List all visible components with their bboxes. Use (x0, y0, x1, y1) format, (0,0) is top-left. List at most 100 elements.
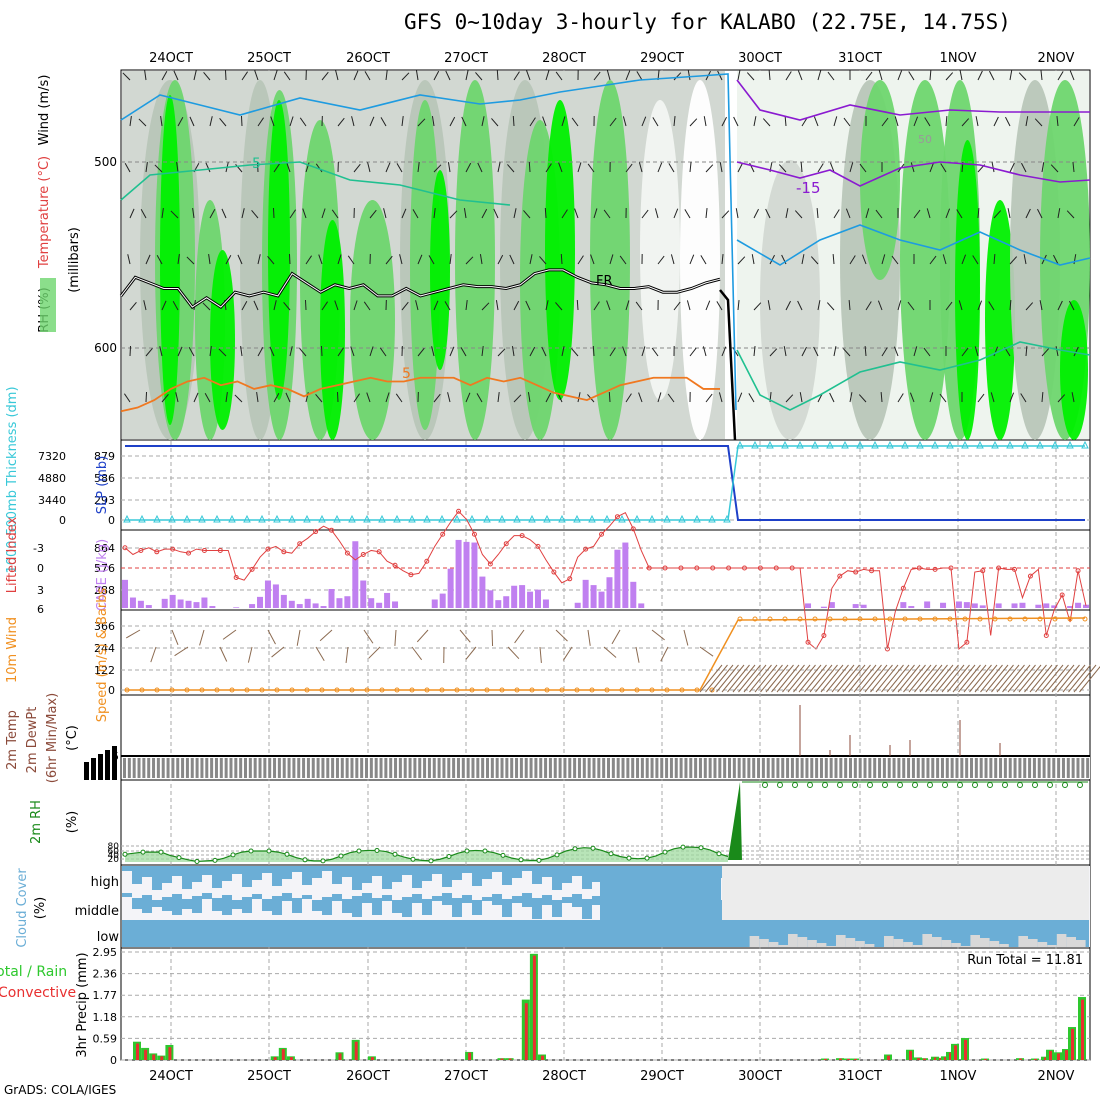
cloud-low-block (272, 920, 282, 947)
precip-convective-bar (533, 956, 536, 1060)
temp-bar (404, 758, 407, 778)
rh-fill-region (545, 100, 575, 400)
cloud-high-block (492, 866, 502, 872)
date-label-top: 26OCT (346, 51, 390, 66)
thickness-point (1067, 442, 1073, 448)
cloud-low-gap (826, 946, 836, 947)
date-label-bottom: 25OCT (247, 1069, 291, 1084)
temp-bar (549, 758, 552, 778)
temp-bar (563, 758, 566, 778)
temp-bar (447, 758, 450, 778)
cloud-low-gap (951, 943, 961, 947)
temp-bar (128, 758, 131, 778)
slp-tick-label: 0 (108, 514, 115, 527)
temp-bar (1004, 758, 1007, 778)
cloud-low-block (402, 920, 412, 947)
temp-bar (970, 758, 973, 778)
thickness-point (887, 442, 893, 448)
thickness-point (947, 442, 953, 448)
thickness-point (199, 516, 205, 522)
cloud-mid-block (192, 896, 202, 913)
rh2m-point (249, 849, 253, 853)
temp-bar (820, 758, 823, 778)
wind-barb (1025, 665, 1047, 692)
cloud-low-gap (1038, 942, 1048, 947)
precip-tick-label: 2.95 (93, 946, 118, 959)
cape-bar (861, 605, 867, 608)
cloud-low-block (412, 920, 422, 947)
rh2m-axis-label: 2m RH (29, 800, 44, 844)
wind-barb (1036, 665, 1058, 692)
wind-barb (761, 665, 783, 692)
cloud-low-gap (817, 943, 827, 947)
pressure-tick-label: 600 (94, 341, 117, 355)
temp-bar (1018, 758, 1021, 778)
temp-bar (157, 758, 160, 778)
wind-barb (513, 116, 514, 126)
temp-bar (239, 758, 242, 778)
wind-barb (412, 647, 422, 660)
wind-barb (460, 630, 470, 642)
temp-bar (481, 758, 484, 778)
rh2m-point (123, 852, 127, 856)
cloud-low-block (692, 920, 702, 947)
thickness-point (469, 516, 475, 522)
precip-convective-bar (824, 1059, 827, 1060)
temp-legend-bar (84, 762, 89, 780)
thickness-point (782, 442, 788, 448)
cape-bar (479, 577, 485, 608)
cape-bar (940, 603, 946, 608)
cloud-low-block (472, 920, 482, 947)
temp-bar (980, 758, 983, 778)
thickness-point (694, 516, 700, 522)
temp-bar (713, 758, 716, 778)
temp-bar (602, 758, 605, 778)
cloud-mid-block (272, 896, 282, 915)
lifted-index-axis-label: Lifted Index (5, 516, 20, 593)
cloud-low-gap (836, 935, 846, 947)
temp-bar (985, 758, 988, 778)
wind-barb (561, 254, 562, 264)
temp-bar (1009, 758, 1012, 778)
rh2m-point (411, 857, 415, 861)
cape-bar (281, 595, 287, 608)
precip-convective-bar (282, 1049, 285, 1060)
wind-barb (909, 665, 931, 692)
temp-axis-label-c: (6hr Min/Max) (45, 693, 60, 783)
wind-barb (766, 665, 788, 692)
thickness-point (379, 516, 385, 522)
cloud-low-block (292, 920, 302, 947)
wind-barb (321, 346, 322, 356)
date-label-top: 2NOV (1038, 51, 1075, 66)
cloud-low-block (262, 920, 272, 947)
temp-bar (394, 758, 397, 778)
cloud-low-block (672, 920, 682, 947)
wind-barb (942, 665, 964, 692)
rh2m-point (321, 859, 325, 863)
temp-axis-label-b: 2m DewPt (25, 707, 40, 774)
temp-bar (360, 758, 363, 778)
temp-bar (878, 758, 881, 778)
date-label-top: 29OCT (640, 51, 684, 66)
cloud-low-block (182, 920, 192, 947)
temp-bar (999, 758, 1002, 778)
rh2m-point (447, 855, 451, 859)
cloud-high-block (582, 866, 592, 889)
temp-bar (989, 758, 992, 778)
thickness-point (439, 516, 445, 522)
temp-bar (588, 758, 591, 778)
precip-convective-bar (1081, 1000, 1084, 1060)
rh-fill-region (590, 80, 630, 440)
temp-bar (636, 758, 639, 778)
temp-bar (196, 758, 199, 778)
temp-bar (926, 758, 929, 778)
wind-barb (316, 647, 324, 661)
cloud-high-block (392, 866, 402, 882)
temp-bar (1076, 758, 1079, 778)
cape-bar (964, 602, 970, 608)
rh2m-point (973, 783, 978, 788)
thickness-point (812, 442, 818, 448)
cloud-low-block (382, 920, 392, 947)
temp-bar (815, 758, 818, 778)
date-label-bottom: 2NOV (1038, 1069, 1075, 1084)
